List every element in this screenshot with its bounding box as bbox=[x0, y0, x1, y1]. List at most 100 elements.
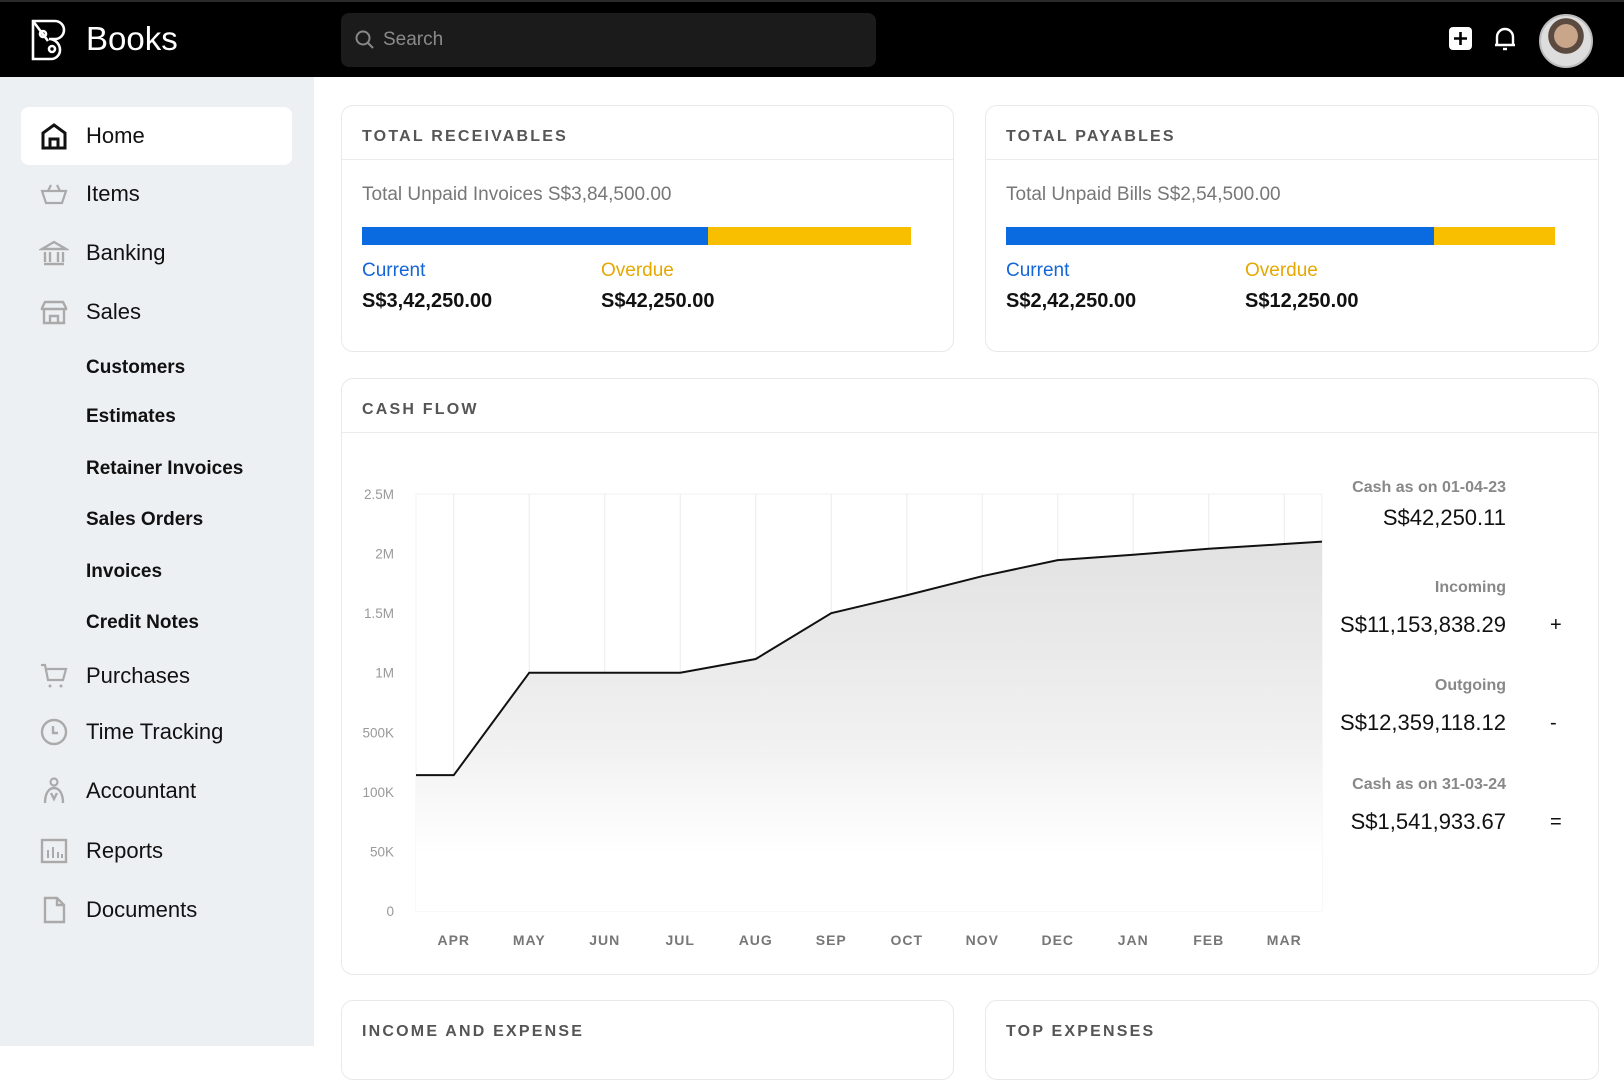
y-tick-label: 2.5M bbox=[364, 487, 394, 502]
x-tick-label: OCT bbox=[890, 932, 923, 948]
x-tick-label: JAN bbox=[1118, 932, 1149, 948]
clock-icon bbox=[39, 717, 69, 747]
unpaid-invoices: Total Unpaid Invoices S$3,84,500.00 bbox=[362, 184, 672, 206]
sidebar-item-label: Retainer Invoices bbox=[86, 458, 243, 480]
unpaid-bills: Total Unpaid Bills S$2,54,500.00 bbox=[1006, 184, 1281, 206]
area-fill bbox=[416, 542, 1322, 911]
home-icon bbox=[39, 121, 69, 151]
stat-sign: - bbox=[1550, 712, 1557, 735]
bell-icon[interactable] bbox=[1493, 26, 1517, 52]
divider bbox=[342, 159, 953, 160]
card-title: TOTAL RECEIVABLES bbox=[362, 128, 568, 146]
sidebar-item-sales-orders[interactable]: Sales Orders bbox=[21, 491, 292, 549]
search-icon bbox=[355, 30, 375, 50]
payables-bar bbox=[1006, 227, 1555, 245]
sidebar-item-label: Time Tracking bbox=[86, 719, 223, 745]
current-label[interactable]: Current bbox=[1006, 260, 1069, 282]
overdue-label[interactable]: Overdue bbox=[601, 260, 674, 282]
stat-value: S$42,250.11 bbox=[1383, 505, 1506, 531]
x-tick-label: NOV bbox=[966, 932, 999, 948]
x-tick-label: JUL bbox=[666, 932, 695, 948]
sidebar-item-home[interactable]: Home bbox=[21, 107, 292, 165]
stat-sign: = bbox=[1550, 811, 1562, 834]
sidebar-item-sales[interactable]: Sales bbox=[21, 283, 292, 341]
current-amount: S$2,42,250.00 bbox=[1006, 290, 1136, 313]
search-box[interactable] bbox=[341, 13, 876, 67]
sidebar-item-label: Sales bbox=[86, 299, 141, 325]
y-tick-label: 500K bbox=[362, 725, 394, 740]
total-receivables-card: TOTAL RECEIVABLES Total Unpaid Invoices … bbox=[341, 105, 954, 352]
total-payables-card: TOTAL PAYABLES Total Unpaid Bills S$2,54… bbox=[985, 105, 1599, 352]
brand-name: Books bbox=[86, 20, 178, 58]
bank-icon bbox=[39, 238, 69, 268]
overdue-label[interactable]: Overdue bbox=[1245, 260, 1318, 282]
current-fill bbox=[362, 227, 708, 245]
sidebar-item-label: Documents bbox=[86, 897, 197, 923]
card-title: TOTAL PAYABLES bbox=[1006, 128, 1176, 146]
search-input[interactable] bbox=[383, 13, 863, 67]
sidebar-item-label: Customers bbox=[86, 357, 185, 379]
y-tick-label: 1.5M bbox=[364, 606, 394, 621]
sidebar-item-purchases[interactable]: Purchases bbox=[21, 647, 292, 705]
cart-icon bbox=[39, 661, 69, 691]
accountant-icon bbox=[39, 776, 69, 806]
sidebar-item-retainer-invoices[interactable]: Retainer Invoices bbox=[21, 440, 292, 498]
top-expenses-card: TOP EXPENSES bbox=[985, 1000, 1599, 1080]
sidebar-item-banking[interactable]: Banking bbox=[21, 224, 292, 282]
stat-label: Incoming bbox=[1435, 579, 1506, 597]
y-tick-label: 2M bbox=[375, 547, 394, 562]
y-tick-label: 0 bbox=[386, 904, 394, 919]
sidebar-item-documents[interactable]: Documents bbox=[21, 881, 292, 939]
overdue-amount: S$12,250.00 bbox=[1245, 290, 1358, 313]
card-title: INCOME AND EXPENSE bbox=[362, 1023, 584, 1041]
sidebar-item-accountant[interactable]: Accountant bbox=[21, 762, 292, 820]
divider bbox=[986, 159, 1598, 160]
x-tick-label: FEB bbox=[1193, 932, 1224, 948]
sidebar-item-label: Reports bbox=[86, 838, 163, 864]
current-amount: S$3,42,250.00 bbox=[362, 290, 492, 313]
y-tick-label: 1M bbox=[375, 666, 394, 681]
sidebar-item-label: Estimates bbox=[86, 406, 176, 428]
x-tick-label: DEC bbox=[1041, 932, 1074, 948]
books-logo-icon[interactable] bbox=[30, 18, 72, 62]
overdue-amount: S$42,250.00 bbox=[601, 290, 714, 313]
current-label[interactable]: Current bbox=[362, 260, 425, 282]
sidebar-item-invoices[interactable]: Invoices bbox=[21, 543, 292, 601]
current-fill bbox=[1006, 227, 1434, 245]
x-tick-label: APR bbox=[437, 932, 470, 948]
sidebar-item-items[interactable]: Items bbox=[21, 165, 292, 223]
receivables-bar bbox=[362, 227, 911, 245]
stat-label: Cash as on 31-03-24 bbox=[1352, 776, 1506, 794]
x-tick-label: MAR bbox=[1267, 932, 1302, 948]
stat-value: S$12,359,118.12 bbox=[1340, 710, 1506, 736]
x-tick-label: AUG bbox=[739, 932, 773, 948]
sidebar-item-reports[interactable]: Reports bbox=[21, 822, 292, 880]
stat-value: S$1,541,933.67 bbox=[1351, 809, 1506, 835]
top-bar: Books bbox=[0, 0, 1624, 77]
document-icon bbox=[39, 895, 69, 925]
basket-icon bbox=[39, 179, 69, 209]
x-tick-label: SEP bbox=[816, 932, 847, 948]
store-icon bbox=[39, 297, 69, 327]
stat-label: Cash as on 01-04-23 bbox=[1352, 479, 1506, 497]
stat-sign: + bbox=[1550, 614, 1562, 637]
card-title: TOP EXPENSES bbox=[1006, 1023, 1155, 1041]
stat-label: Outgoing bbox=[1435, 677, 1506, 695]
add-icon[interactable] bbox=[1448, 26, 1473, 51]
sidebar-item-estimates[interactable]: Estimates bbox=[21, 388, 292, 446]
sidebar-item-time-tracking[interactable]: Time Tracking bbox=[21, 703, 292, 761]
sidebar-item-label: Items bbox=[86, 181, 140, 207]
sidebar-item-label: Banking bbox=[86, 240, 166, 266]
sidebar-item-credit-notes[interactable]: Credit Notes bbox=[21, 594, 292, 652]
stat-value: S$11,153,838.29 bbox=[1340, 612, 1506, 638]
x-tick-label: MAY bbox=[513, 932, 546, 948]
x-tick-label: JUN bbox=[589, 932, 620, 948]
sidebar-item-label: Credit Notes bbox=[86, 612, 199, 634]
sidebar-item-label: Invoices bbox=[86, 561, 162, 583]
income-expense-card: INCOME AND EXPENSE bbox=[341, 1000, 954, 1080]
y-tick-label: 100K bbox=[362, 785, 394, 800]
sidebar: Home Items Banking Sales Customers Estimates R… bbox=[0, 77, 314, 1046]
sidebar-item-label: Sales Orders bbox=[86, 509, 203, 531]
user-avatar[interactable] bbox=[1539, 14, 1593, 68]
